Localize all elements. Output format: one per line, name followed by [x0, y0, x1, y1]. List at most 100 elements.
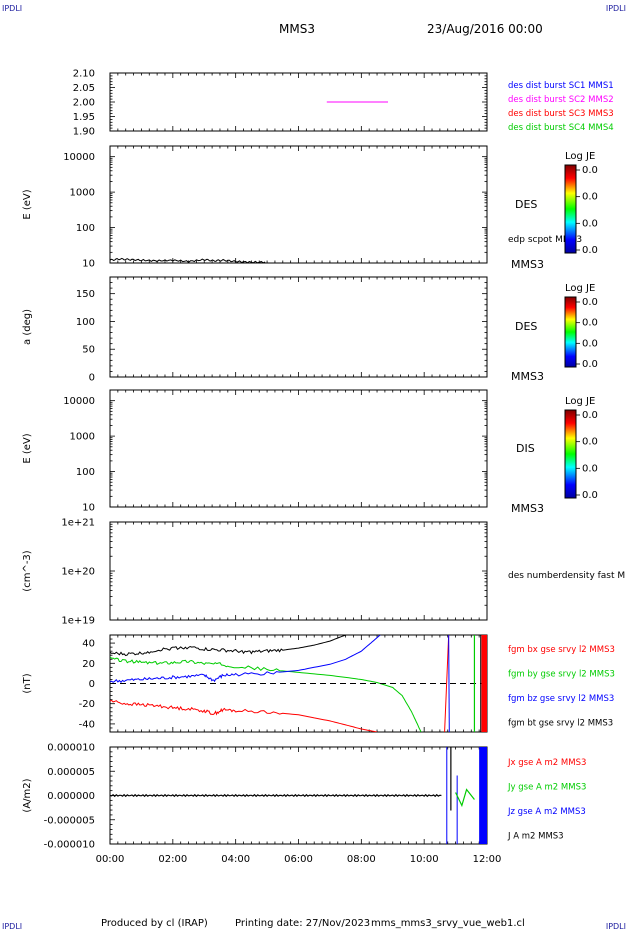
y-tick-label: 2.05: [73, 83, 95, 94]
colorbar: Log JE 0.0 0.0 0.0 0.0: [564, 396, 598, 501]
colorbar-tick-label: 0.0: [582, 318, 598, 329]
colorbar-tick-label: 0.0: [582, 437, 598, 448]
y-tick-label: -0.000005: [44, 815, 95, 826]
corner-label-top-right: IPDLI: [605, 4, 626, 13]
jy-oscillation-line: [455, 788, 475, 808]
time-tick-label: 02:00: [158, 854, 187, 865]
y-tick-label: 0.000005: [47, 767, 95, 778]
time-tick-label: 12:00: [473, 854, 502, 865]
colorbar-tick-label: 0.0: [582, 463, 598, 474]
series-line: [110, 656, 422, 732]
colorbar-tick-label: 0.0: [582, 297, 598, 308]
y-axis-label: a (deg): [22, 309, 33, 345]
colorbar-tick-label: 0.0: [582, 490, 598, 501]
panel-frame: [109, 389, 488, 508]
panel-frame: [109, 145, 488, 264]
legend-entry: Jx gse A m2 MMS3: [507, 758, 586, 768]
date-title: 23/Aug/2016 00:00: [427, 22, 543, 36]
y-tick-label: 40: [82, 639, 95, 650]
colorbar-gradient: [564, 296, 577, 368]
footer-produced-by: Produced by cl (IRAP): [101, 918, 208, 929]
y-tick-label: 0.000010: [47, 743, 95, 754]
spacecraft-title: MMS3: [279, 22, 315, 36]
y-tick-label: -40: [79, 719, 95, 730]
y-tick-label: 10: [82, 259, 95, 270]
y-tick-label: -0.000010: [44, 840, 95, 851]
footer-printing-date: Printing date: 27/Nov/2023: [235, 918, 371, 929]
jz-dense-block: [479, 747, 487, 844]
panel-right-label: MMS3: [511, 502, 544, 515]
y-tick-label: 1000: [70, 188, 95, 199]
y-tick-label: 1e+21: [61, 518, 95, 529]
time-tick-label: 06:00: [284, 854, 313, 865]
y-axis-label: (A/m2): [22, 778, 33, 812]
colorbar-tick-label: 0.0: [582, 192, 598, 203]
y-tick-label: 0: [89, 679, 95, 690]
panel-right-label: DES: [515, 320, 537, 333]
series-line: [110, 635, 381, 683]
y-tick-label: 1.95: [73, 112, 95, 123]
colorbar-title: Log JE: [565, 283, 595, 294]
colorbar-title: Log JE: [565, 396, 595, 407]
y-tick-label: 1e+19: [61, 616, 95, 627]
time-tick-label: 04:00: [221, 854, 250, 865]
panel-right-label: DIS: [516, 442, 535, 455]
legend-entry: fgm bt gse srvy l2 MMS3: [508, 719, 613, 729]
y-tick-label: 10000: [63, 396, 95, 407]
corner-label-bottom-right: IPDLI: [605, 922, 626, 931]
legend-entry: des dist burst SC2 MMS2: [508, 95, 614, 105]
panel-des-pitch: 150 100 50 0 a (deg) DES MMS3: [22, 276, 544, 384]
y-tick-label: 1e+20: [61, 567, 95, 578]
y-axis-label: E (eV): [22, 433, 33, 463]
panel-right-label: MMS3: [511, 370, 544, 383]
legend-entry: des dist burst SC4 MMS4: [508, 123, 614, 133]
time-tick-label: 08:00: [347, 854, 376, 865]
y-tick-label: 1.90: [73, 127, 95, 138]
panel-right-label: des numberdensity fast M: [508, 571, 625, 581]
time-tick-label: 00:00: [96, 854, 125, 865]
panel-frame: [109, 276, 488, 378]
legend-entry: J A m2 MMS3: [507, 832, 564, 842]
legend-entry: fgm bx gse srvy l2 MMS3: [508, 645, 615, 655]
panel-frame: [109, 72, 488, 132]
footer-product-name: mms_mms3_srvy_vue_web1.cl: [371, 918, 525, 929]
y-tick-label: 150: [76, 289, 95, 300]
bx-jump-line: [444, 634, 450, 733]
scpot-overlay-line: [109, 257, 266, 264]
y-tick-label: 100: [76, 223, 95, 234]
colorbar-tick-label: 0.0: [582, 410, 598, 421]
y-axis-label: E (eV): [22, 189, 33, 219]
bx-dense-block: [481, 635, 487, 732]
y-tick-label: 20: [82, 659, 95, 670]
y-tick-label: 2.10: [73, 69, 95, 80]
colorbar-tick-label: 0.0: [582, 165, 598, 176]
colorbar-title: Log JE: [565, 151, 595, 162]
y-tick-label: -20: [79, 699, 95, 710]
panel-dis-energy: 10000 1000 100 10 E (eV) DIS MMS3: [22, 389, 544, 515]
series-line: [110, 699, 378, 732]
y-tick-label: 0.000000: [47, 791, 95, 802]
legend-entry: Jy gse A m2 MMS3: [507, 783, 586, 793]
panel-current: 0.000010 0.000005 0.000000 -0.000005 -0.0000…: [22, 743, 586, 851]
panel-right-label: DES: [515, 198, 537, 211]
panel-burst: 2.10 2.05 2.00 1.95 1.90 des dist burst SC1 M…: [73, 69, 614, 138]
y-axis-label: (cm^-3): [22, 550, 33, 591]
y-tick-label: 100: [76, 317, 95, 328]
j-current-line: [109, 793, 442, 798]
corner-label-top-left: IPDLI: [2, 4, 23, 13]
panel-fgm: 40 20 0 -20 -40 (nT) fgm bx gse srvy l2 MMS3 fg…: [22, 634, 615, 733]
y-tick-label: 50: [82, 345, 95, 356]
y-tick-label: 10000: [63, 152, 95, 163]
colorbar-gradient: [564, 409, 577, 499]
legend-entry: fgm bz gse srvy l2 MMS3: [508, 694, 614, 704]
legend-entry: fgm by gse srvy l2 MMS3: [508, 670, 615, 680]
y-tick-label: 0: [89, 373, 95, 384]
bz-jump-line: [448, 634, 450, 733]
legend-entry: des dist burst SC3 MMS3: [508, 109, 614, 119]
colorbar: Log JE 0.0 0.0 0.0 0.0: [564, 151, 598, 256]
y-tick-label: 10: [82, 503, 95, 514]
y-axis-label: (nT): [22, 673, 33, 693]
colorbar-tick-label: 0.0: [582, 245, 598, 256]
colorbar-tick-label: 0.0: [582, 218, 598, 229]
